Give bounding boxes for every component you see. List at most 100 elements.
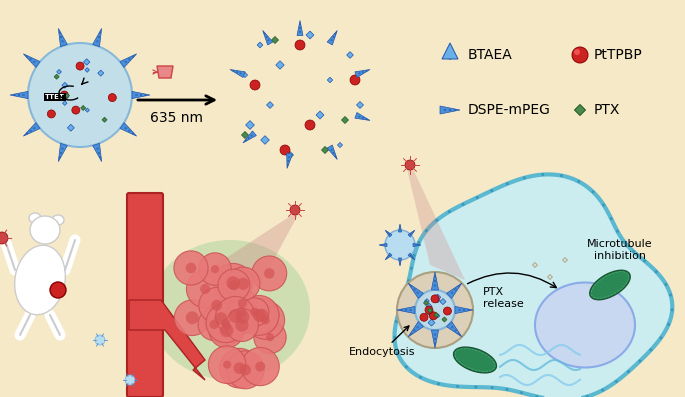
Circle shape: [60, 91, 68, 99]
Circle shape: [405, 365, 408, 368]
Circle shape: [602, 204, 605, 206]
Polygon shape: [132, 91, 150, 98]
Circle shape: [228, 309, 242, 323]
Circle shape: [225, 308, 258, 341]
Text: DSPE-mPEG: DSPE-mPEG: [468, 103, 551, 117]
Circle shape: [417, 241, 421, 244]
Circle shape: [220, 348, 259, 388]
Circle shape: [574, 49, 580, 55]
Polygon shape: [385, 230, 392, 237]
Circle shape: [410, 267, 413, 270]
Circle shape: [456, 385, 459, 388]
Circle shape: [393, 336, 396, 339]
Circle shape: [240, 364, 251, 376]
Polygon shape: [408, 230, 415, 237]
Circle shape: [490, 189, 493, 192]
Circle shape: [72, 106, 80, 114]
Polygon shape: [246, 121, 254, 129]
Ellipse shape: [535, 283, 635, 368]
Polygon shape: [321, 146, 329, 154]
Circle shape: [28, 43, 132, 147]
Circle shape: [198, 308, 230, 341]
Circle shape: [238, 299, 247, 308]
Circle shape: [601, 389, 604, 391]
Circle shape: [253, 309, 266, 322]
Circle shape: [186, 270, 224, 308]
Polygon shape: [432, 272, 438, 290]
Polygon shape: [98, 70, 104, 76]
Polygon shape: [440, 106, 460, 114]
Polygon shape: [62, 101, 67, 106]
Polygon shape: [316, 111, 324, 119]
Polygon shape: [442, 317, 447, 322]
Circle shape: [420, 313, 428, 321]
Ellipse shape: [14, 245, 65, 315]
Ellipse shape: [590, 270, 630, 300]
Polygon shape: [92, 143, 101, 162]
Polygon shape: [62, 82, 68, 88]
Polygon shape: [271, 37, 279, 44]
Polygon shape: [120, 54, 136, 67]
Polygon shape: [407, 169, 465, 280]
Circle shape: [615, 380, 618, 383]
Circle shape: [250, 308, 259, 317]
Circle shape: [413, 254, 416, 257]
Polygon shape: [440, 299, 446, 304]
Polygon shape: [426, 303, 432, 309]
Circle shape: [405, 160, 415, 170]
Ellipse shape: [30, 216, 60, 244]
Polygon shape: [120, 123, 136, 136]
Circle shape: [627, 370, 630, 373]
Circle shape: [616, 230, 619, 233]
Circle shape: [429, 312, 438, 320]
Circle shape: [671, 308, 674, 311]
Polygon shape: [286, 152, 293, 158]
Polygon shape: [425, 299, 429, 303]
Circle shape: [462, 203, 464, 206]
Circle shape: [541, 173, 545, 176]
Polygon shape: [81, 106, 86, 110]
Polygon shape: [58, 29, 67, 47]
Polygon shape: [575, 104, 586, 116]
Circle shape: [227, 297, 256, 327]
Text: 635 nm: 635 nm: [151, 111, 203, 125]
Circle shape: [214, 312, 227, 325]
Circle shape: [237, 278, 249, 290]
Circle shape: [216, 297, 255, 335]
Circle shape: [399, 305, 402, 308]
Polygon shape: [434, 312, 438, 318]
Circle shape: [290, 205, 300, 215]
Polygon shape: [23, 54, 40, 67]
Polygon shape: [263, 31, 273, 45]
Polygon shape: [266, 102, 273, 108]
Polygon shape: [428, 319, 435, 326]
Circle shape: [660, 336, 662, 339]
Polygon shape: [432, 330, 438, 348]
Circle shape: [199, 253, 232, 285]
Text: TTET: TTET: [45, 94, 65, 100]
Polygon shape: [342, 116, 349, 123]
Polygon shape: [86, 108, 90, 112]
FancyBboxPatch shape: [127, 193, 163, 397]
Circle shape: [592, 191, 595, 193]
Circle shape: [76, 62, 84, 70]
Polygon shape: [85, 67, 90, 72]
Circle shape: [199, 287, 234, 323]
Polygon shape: [157, 66, 173, 78]
Circle shape: [506, 388, 508, 391]
Circle shape: [225, 300, 260, 334]
Polygon shape: [92, 29, 101, 47]
Circle shape: [669, 293, 672, 297]
Polygon shape: [436, 314, 440, 318]
Circle shape: [208, 346, 246, 384]
Circle shape: [200, 284, 210, 294]
Circle shape: [649, 349, 652, 351]
Polygon shape: [355, 69, 370, 77]
Circle shape: [397, 272, 473, 348]
Circle shape: [95, 335, 105, 345]
Polygon shape: [261, 136, 269, 144]
Polygon shape: [413, 243, 421, 247]
Circle shape: [228, 289, 257, 318]
Circle shape: [437, 382, 440, 385]
Circle shape: [125, 375, 135, 385]
